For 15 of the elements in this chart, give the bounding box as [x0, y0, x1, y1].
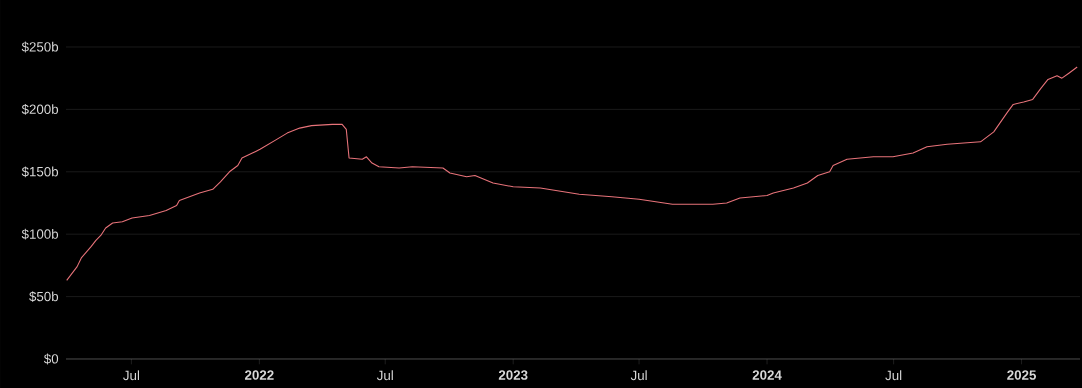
- x-tick-label: Jul: [630, 370, 647, 381]
- y-tick-label: $200b: [21, 103, 59, 115]
- x-tick-label: 2025: [1007, 370, 1037, 380]
- x-tick-label: 2023: [498, 370, 528, 380]
- line-series: [66, 66, 1078, 281]
- x-tick-label: Jul: [123, 370, 140, 381]
- y-tick-label: $100b: [21, 228, 59, 240]
- x-tick-label: 2022: [244, 370, 274, 380]
- y-tick-label: $250b: [21, 41, 59, 53]
- y-tick-label: $0: [43, 353, 59, 365]
- x-tick-label: 2024: [752, 370, 782, 380]
- x-tick-label: Jul: [376, 370, 393, 381]
- y-tick-label: $50b: [29, 291, 59, 302]
- y-tick-label: $150b: [21, 166, 59, 178]
- x-tick-label: Jul: [885, 370, 902, 381]
